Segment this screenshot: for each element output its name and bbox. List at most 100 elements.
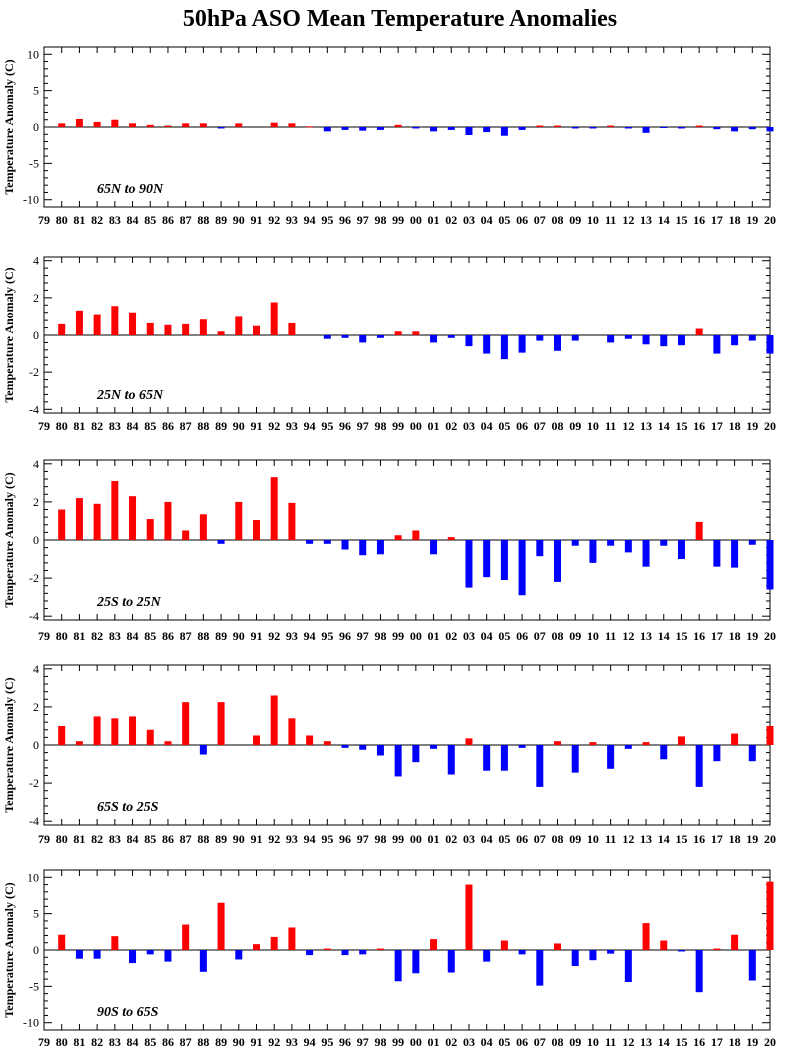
panel-1-bar-02 xyxy=(447,127,455,130)
panel-4-bar-03 xyxy=(465,738,473,745)
panel-5-ytick-label: -5 xyxy=(29,979,39,993)
panel-4-bar-85 xyxy=(146,729,154,745)
panel-4-xtick-label: 84 xyxy=(127,832,139,846)
panel-3-bar-16 xyxy=(695,521,703,540)
panel-4-xtick-label: 02 xyxy=(445,832,457,846)
panel-3-xtick-label: 93 xyxy=(286,629,298,643)
panel-2-bar-81 xyxy=(75,310,83,335)
panel-4-xtick-label: 08 xyxy=(552,832,564,846)
panel-5-bar-83 xyxy=(111,936,119,950)
panel-5-xtick-label: 02 xyxy=(445,1035,457,1049)
panel-4-xtick-label: 85 xyxy=(144,832,156,846)
panel-3-bar-05 xyxy=(500,540,508,580)
panel-3-bar-92 xyxy=(270,477,278,540)
panel-4-xtick-label: 82 xyxy=(91,832,103,846)
panel-2-xtick-label: 13 xyxy=(640,419,652,433)
panel-3-xtick-label: 91 xyxy=(250,629,262,643)
panel-5-bar-06 xyxy=(518,950,526,955)
panel-4-bar-91 xyxy=(252,735,260,745)
panel-5-bar-19 xyxy=(748,950,756,981)
panel-1-xtick-label: 90 xyxy=(233,213,245,227)
panel-1-ytick-label: -10 xyxy=(23,193,39,207)
panel-1-xtick-label: 08 xyxy=(552,213,564,227)
panel-3-xtick-label: 04 xyxy=(481,629,493,643)
panel-5-bar-93 xyxy=(288,927,296,950)
panel-5-ytick-label: 10 xyxy=(27,870,39,884)
panel-5-xtick-label: 80 xyxy=(56,1035,68,1049)
panel-2-ytick-label: -2 xyxy=(29,365,39,379)
panel-4-xtick-label: 86 xyxy=(162,832,174,846)
panel-5-xtick-label: 08 xyxy=(552,1035,564,1049)
panel-5-xtick-label: 99 xyxy=(392,1035,404,1049)
panel-1-xtick-label: 80 xyxy=(56,213,68,227)
panel-5-xtick-label: 86 xyxy=(162,1035,174,1049)
panel-3-xtick-label: 20 xyxy=(764,629,776,643)
panel-3-xtick-label: 18 xyxy=(729,629,741,643)
panel-3-bar-83 xyxy=(111,480,119,540)
panel-4-xtick-label: 92 xyxy=(268,832,280,846)
panel-4-xtick-label: 15 xyxy=(675,832,687,846)
panel-2-bar-08 xyxy=(554,335,562,351)
panel-5-xtick-label: 82 xyxy=(91,1035,103,1049)
panel-5-xtick-label: 79 xyxy=(38,1035,50,1049)
panel-5-bar-17 xyxy=(713,948,721,950)
panel-1-bar-94 xyxy=(306,126,314,128)
panel-4-bar-02 xyxy=(447,745,455,775)
panel-3-bar-09 xyxy=(571,540,579,546)
panel-5-xtick-label: 83 xyxy=(109,1035,121,1049)
panel-5-bar-99 xyxy=(394,950,402,982)
panel-5-bar-97 xyxy=(359,950,367,955)
panel-2-bar-85 xyxy=(146,322,154,335)
panel-5-xtick-label: 04 xyxy=(481,1035,493,1049)
panel-2-bar-01 xyxy=(430,335,438,343)
panel-1-bar-11 xyxy=(607,125,615,127)
panel-1-region-label: 65N to 90N xyxy=(97,182,164,197)
panel-2-bar-03 xyxy=(465,335,473,347)
panel-1-xtick-label: 89 xyxy=(215,213,227,227)
panel-3-xtick-label: 84 xyxy=(127,629,139,643)
panel-3-bar-19 xyxy=(748,540,756,545)
panel-4-bar-89 xyxy=(217,702,225,745)
panel-5-xtick-label: 20 xyxy=(764,1035,776,1049)
panel-1-xtick-label: 18 xyxy=(729,213,741,227)
panel-4-xtick-label: 95 xyxy=(321,832,333,846)
panel-4-xtick-label: 19 xyxy=(746,832,758,846)
panel-5-bar-01 xyxy=(430,939,438,950)
panel-5-xtick-label: 92 xyxy=(268,1035,280,1049)
panel-5-xtick-label: 03 xyxy=(463,1035,475,1049)
panel-2-bar-82 xyxy=(93,314,101,335)
panel-5-bar-00 xyxy=(412,950,420,974)
panel-3-xtick-label: 90 xyxy=(233,629,245,643)
panel-4-xtick-label: 81 xyxy=(73,832,85,846)
panel-2-xtick-label: 93 xyxy=(286,419,298,433)
panel-5-xtick-label: 05 xyxy=(498,1035,510,1049)
panel-3-xtick-label: 97 xyxy=(357,629,369,643)
panel-2-bar-90 xyxy=(235,316,243,335)
panel-4-xtick-label: 20 xyxy=(764,832,776,846)
panel-4-bar-82 xyxy=(93,716,101,745)
panel-5-bar-85 xyxy=(146,950,154,955)
panel-3-xtick-label: 80 xyxy=(56,629,68,643)
panel-2-xtick-label: 89 xyxy=(215,419,227,433)
panel-5-xtick-label: 06 xyxy=(516,1035,528,1049)
panel-3-ytick-label: 2 xyxy=(33,495,39,509)
panel-4-xtick-label: 99 xyxy=(392,832,404,846)
panel-2-ytick-label: 4 xyxy=(33,254,39,268)
panel-3-bar-91 xyxy=(252,520,260,540)
panel-3-xtick-label: 08 xyxy=(552,629,564,643)
panel-3-bar-13 xyxy=(642,540,650,567)
panel-2-xtick-label: 09 xyxy=(569,419,581,433)
panel-1-bar-12 xyxy=(624,127,632,129)
panel-2-xtick-label: 14 xyxy=(658,419,670,433)
panel-4-xtick-label: 10 xyxy=(587,832,599,846)
panel-5-bar-80 xyxy=(58,934,66,950)
panel-2-xtick-label: 01 xyxy=(428,419,440,433)
panel-5-xtick-label: 95 xyxy=(321,1035,333,1049)
panel-1-bar-81 xyxy=(75,119,83,127)
panel-3-xtick-label: 99 xyxy=(392,629,404,643)
panel-3-bar-06 xyxy=(518,540,526,596)
panel-5-bar-09 xyxy=(571,950,579,966)
panel-5-bar-16 xyxy=(695,950,703,993)
panel-4-bar-81 xyxy=(75,741,83,745)
panel-3-xtick-label: 11 xyxy=(605,629,616,643)
